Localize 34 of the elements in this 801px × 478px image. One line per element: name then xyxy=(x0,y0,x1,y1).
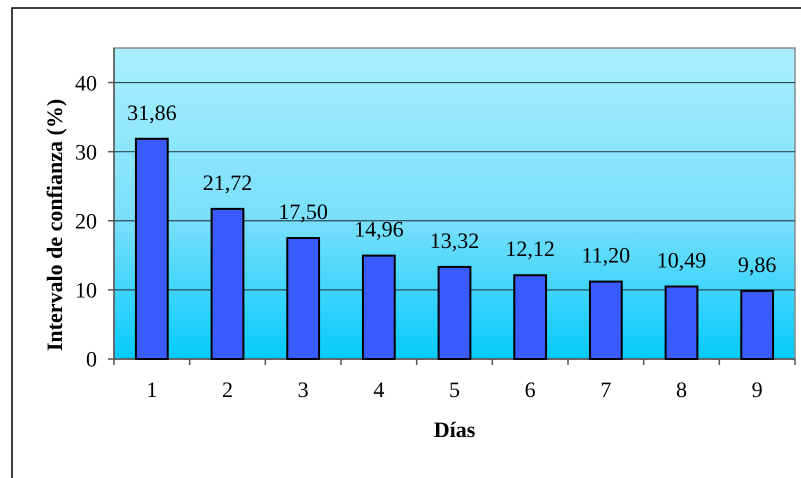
bar xyxy=(134,138,169,360)
x-tick-label: 8 xyxy=(676,377,687,402)
x-tick-label: 7 xyxy=(600,377,612,402)
x-axis-title: Días xyxy=(434,417,476,442)
x-tick-label: 4 xyxy=(373,377,384,402)
data-label: 11,20 xyxy=(581,242,630,268)
y-tick-label: 0 xyxy=(86,346,97,372)
x-tick-label: 5 xyxy=(449,377,460,402)
y-axis-title: Intervalo de confianza (%) xyxy=(42,98,67,352)
bar xyxy=(210,208,244,360)
x-tick-label: 9 xyxy=(752,377,763,402)
y-tick-label: 40 xyxy=(75,70,97,96)
bar xyxy=(588,280,623,360)
x-tick-label: 6 xyxy=(524,377,536,402)
y-tick-label: 30 xyxy=(75,139,97,164)
y-tick-label: 20 xyxy=(75,208,97,234)
x-tick-label: 1 xyxy=(146,377,158,402)
bar xyxy=(513,274,548,360)
x-tick-label: 3 xyxy=(298,377,309,402)
bar xyxy=(664,286,698,360)
bar xyxy=(286,237,320,360)
data-label: 14,96 xyxy=(354,216,404,242)
data-label: 13,32 xyxy=(430,228,480,253)
data-label: 21,72 xyxy=(202,170,252,195)
bar xyxy=(362,254,396,360)
data-label: 10,49 xyxy=(656,248,706,272)
data-label: 9,86 xyxy=(738,252,776,277)
data-label: 12,12 xyxy=(505,236,555,262)
y-tick-label: 10 xyxy=(75,278,97,303)
data-label: 31,86 xyxy=(127,100,177,125)
x-tick-label: 2 xyxy=(222,377,233,402)
bar xyxy=(438,266,472,360)
bar xyxy=(740,290,774,360)
data-label: 17,50 xyxy=(278,199,328,224)
